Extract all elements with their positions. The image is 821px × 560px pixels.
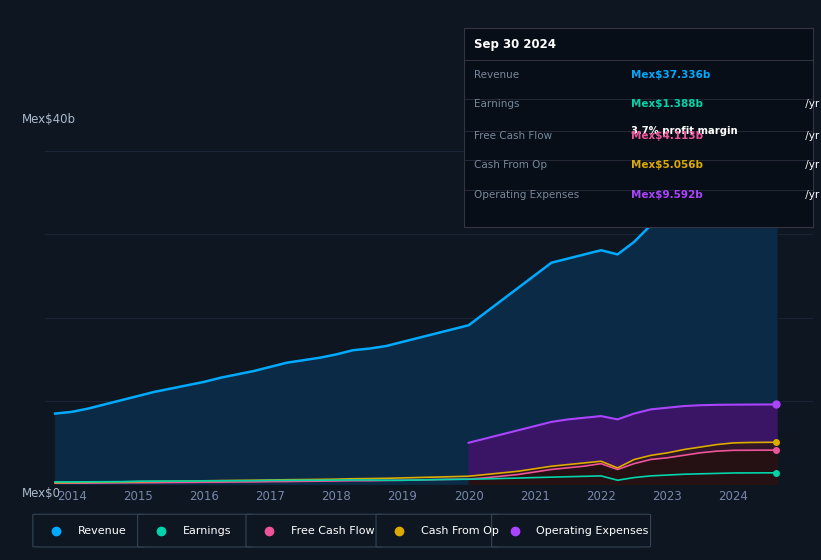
Text: Operating Expenses: Operating Expenses	[536, 526, 649, 535]
Text: Mex$9.592b: Mex$9.592b	[631, 190, 703, 200]
Text: Cash From Op: Cash From Op	[421, 526, 498, 535]
Text: Mex$5.056b: Mex$5.056b	[631, 160, 704, 170]
Text: Revenue: Revenue	[475, 70, 520, 80]
Text: Mex$4.113b: Mex$4.113b	[631, 132, 704, 141]
Text: /yr: /yr	[802, 99, 819, 109]
Text: /yr: /yr	[802, 160, 819, 170]
Text: /yr: /yr	[802, 132, 819, 141]
FancyBboxPatch shape	[138, 514, 253, 547]
Text: Operating Expenses: Operating Expenses	[475, 190, 580, 200]
Text: Mex$1.388b: Mex$1.388b	[631, 99, 704, 109]
Text: 3.7% profit margin: 3.7% profit margin	[631, 127, 738, 137]
Text: Free Cash Flow: Free Cash Flow	[475, 132, 553, 141]
Text: /yr: /yr	[802, 190, 819, 200]
Text: /yr: /yr	[819, 70, 821, 80]
FancyBboxPatch shape	[376, 514, 499, 547]
Text: Revenue: Revenue	[78, 526, 126, 535]
FancyBboxPatch shape	[492, 514, 650, 547]
Text: Cash From Op: Cash From Op	[475, 160, 548, 170]
FancyBboxPatch shape	[33, 514, 144, 547]
Text: Earnings: Earnings	[182, 526, 231, 535]
Text: Mex$37.336b: Mex$37.336b	[631, 70, 711, 80]
FancyBboxPatch shape	[246, 514, 383, 547]
Text: Mex$40b: Mex$40b	[22, 113, 76, 126]
Text: Free Cash Flow: Free Cash Flow	[291, 526, 374, 535]
Text: Mex$0: Mex$0	[22, 487, 62, 500]
Text: Earnings: Earnings	[475, 99, 520, 109]
Text: Sep 30 2024: Sep 30 2024	[475, 38, 557, 51]
